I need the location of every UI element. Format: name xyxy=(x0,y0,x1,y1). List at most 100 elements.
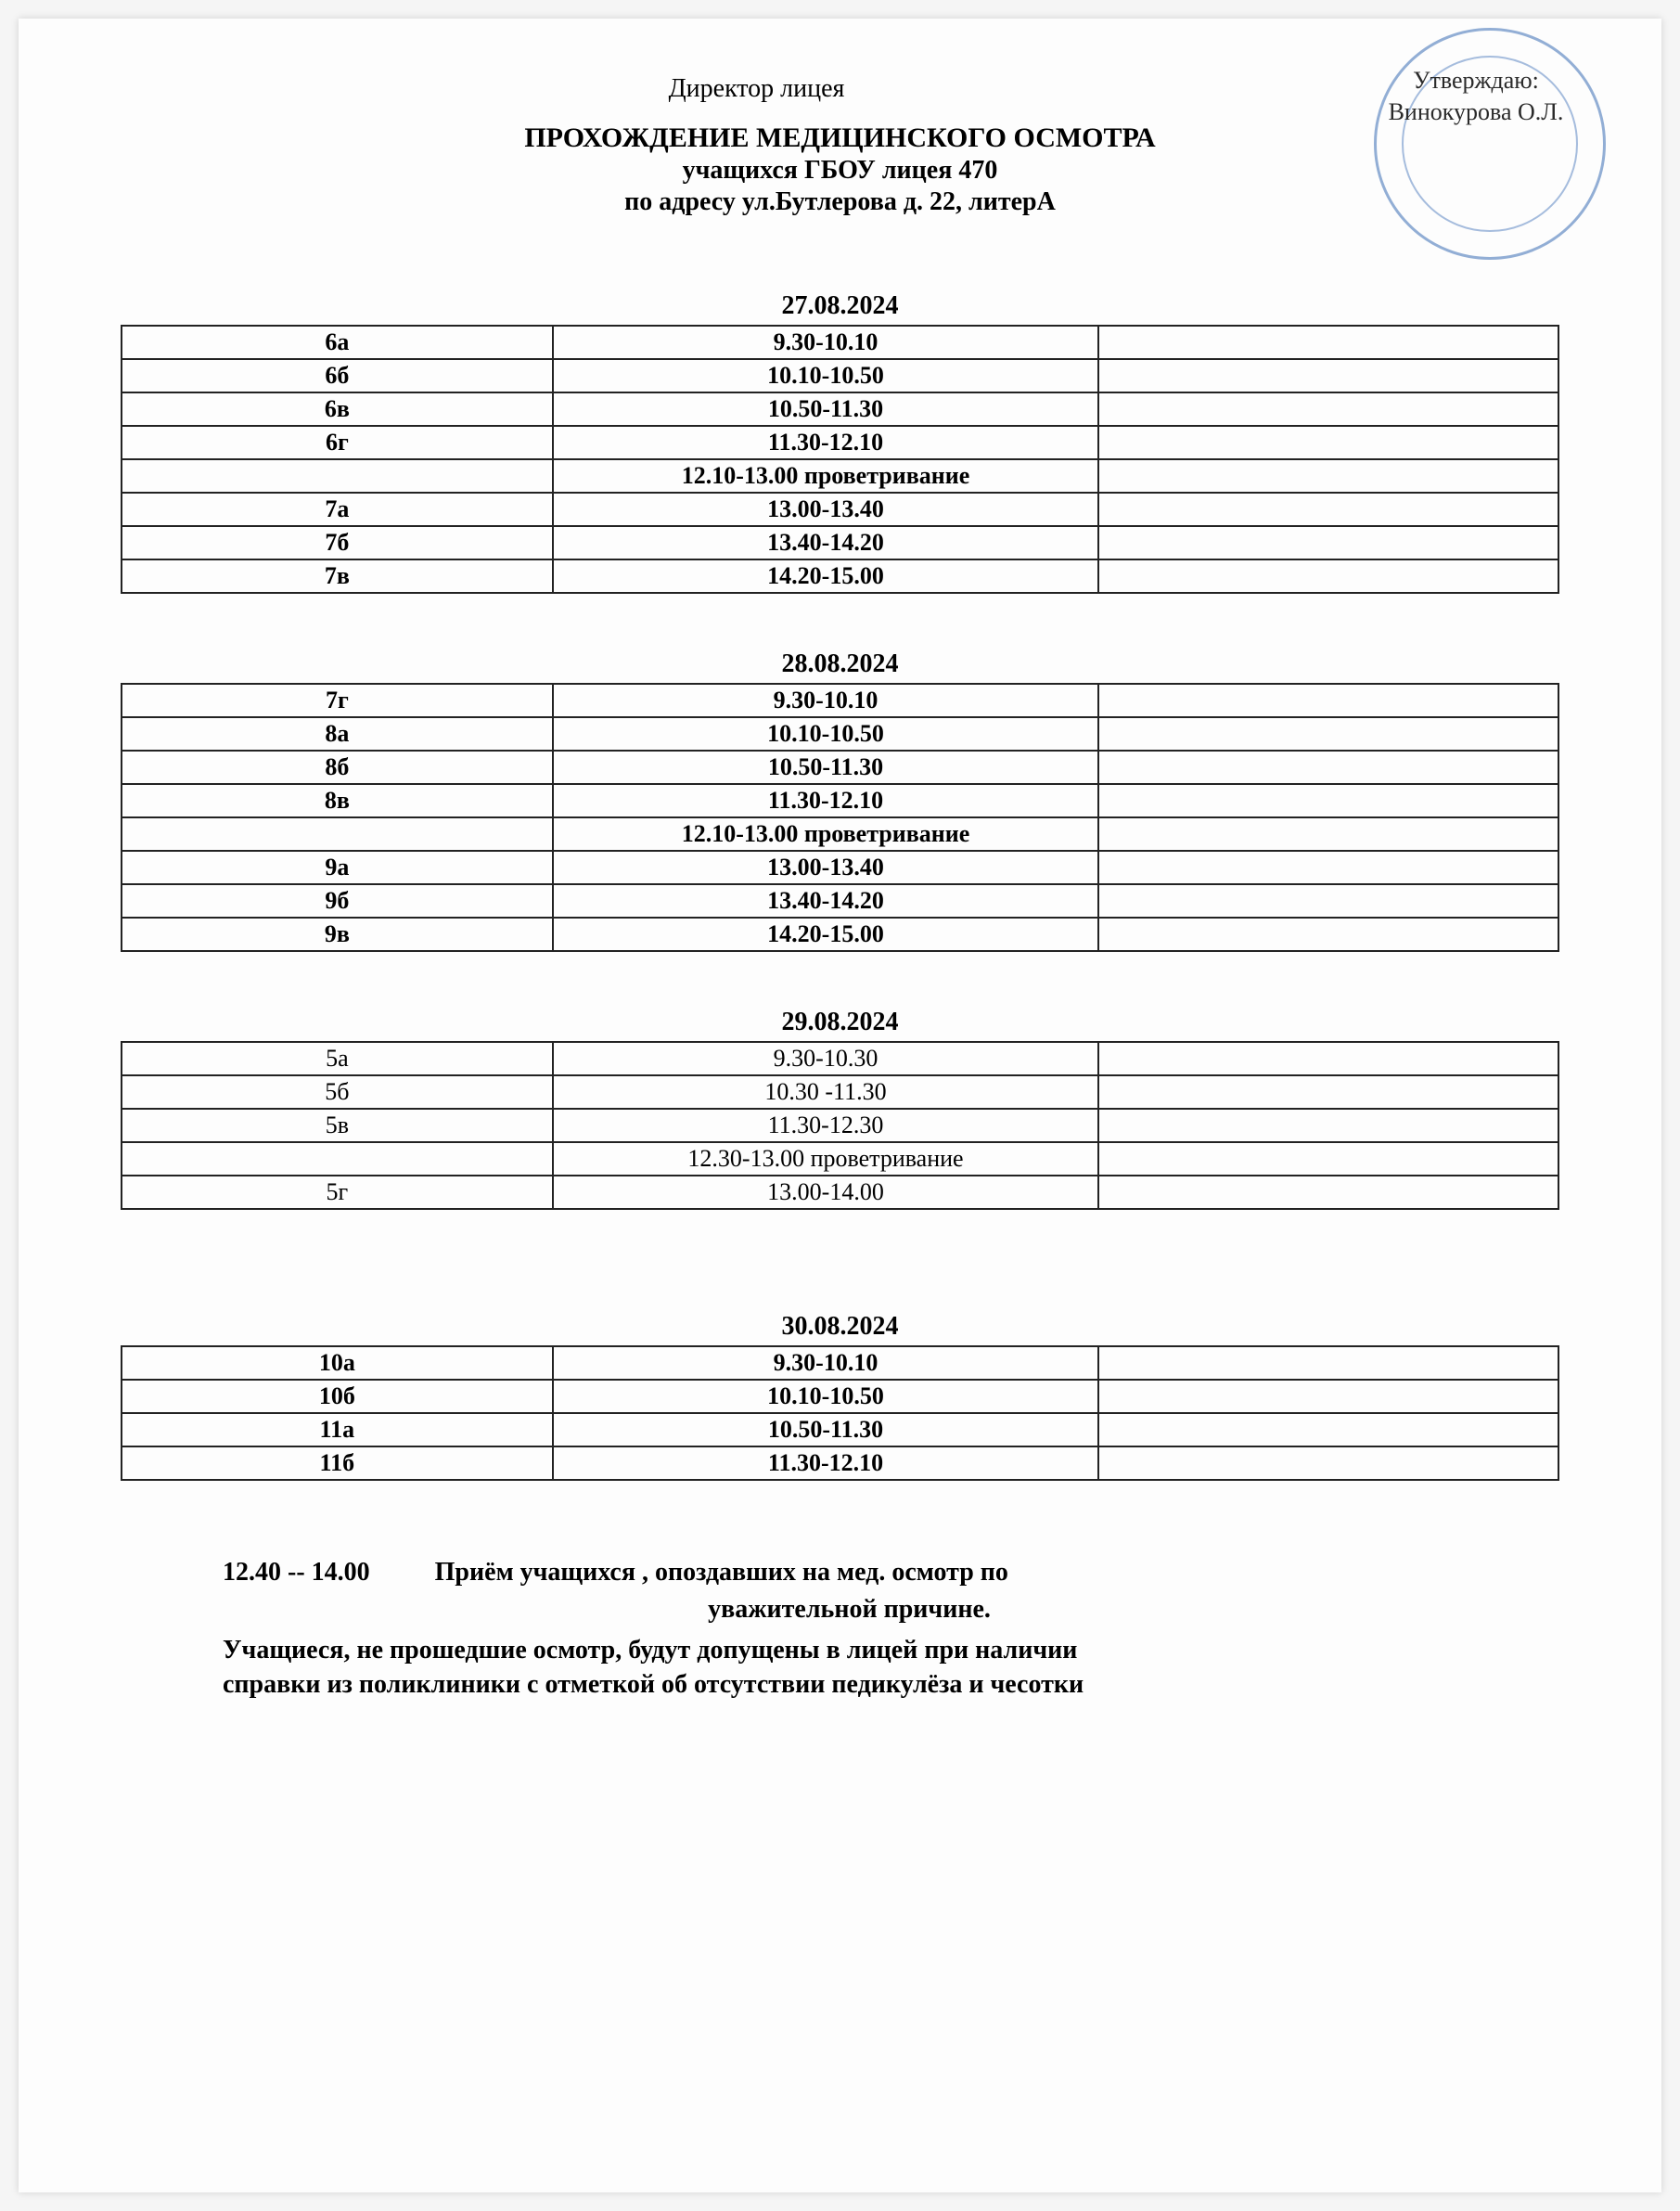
cell-time: 12.10-13.00 проветривание xyxy=(553,459,1099,493)
footer-text-2: уважительной причине. xyxy=(223,1592,1476,1627)
footer-text-1: Приём учащихся , опоздавших на мед. осмо… xyxy=(435,1555,1476,1590)
cell-note xyxy=(1098,1109,1558,1142)
cell-note xyxy=(1098,1413,1558,1446)
footer-notes: 12.40 -- 14.00 Приём учащихся , опоздавш… xyxy=(223,1555,1476,1703)
cell-time: 10.50-11.30 xyxy=(553,751,1099,784)
cell-time: 11.30-12.10 xyxy=(553,784,1099,817)
schedule-block: 30.08.202410а9.30-10.1010б10.10-10.5011а… xyxy=(121,1312,1559,1481)
cell-note xyxy=(1098,526,1558,559)
table-row: 7г9.30-10.10 xyxy=(122,684,1558,717)
cell-note xyxy=(1098,1075,1558,1109)
cell-time: 13.40-14.20 xyxy=(553,526,1099,559)
cell-class: 6в xyxy=(122,392,553,426)
cell-time: 14.20-15.00 xyxy=(553,559,1099,593)
cell-note xyxy=(1098,1176,1558,1209)
table-row: 5б10.30 -11.30 xyxy=(122,1075,1558,1109)
cell-time: 9.30-10.10 xyxy=(553,684,1099,717)
footer-line-1: 12.40 -- 14.00 Приём учащихся , опоздавш… xyxy=(223,1555,1476,1590)
approve-line-1: Утверждаю: xyxy=(1355,65,1597,96)
table-row: 6б10.10-10.50 xyxy=(122,359,1558,392)
schedule-block: 28.08.2024 7г9.30-10.108а10.10-10.508б10.… xyxy=(121,649,1559,952)
cell-time: 10.50-11.30 xyxy=(553,392,1099,426)
schedule-block: 29.08.20245а9.30-10.305б10.30 -11.305в11… xyxy=(121,1008,1559,1210)
cell-class: 5а xyxy=(122,1042,553,1075)
cell-class: 6б xyxy=(122,359,553,392)
table-row: 10а9.30-10.10 xyxy=(122,1346,1558,1380)
table-row: 6г11.30-12.10 xyxy=(122,426,1558,459)
cell-time: 11.30-12.30 xyxy=(553,1109,1099,1142)
cell-time: 10.50-11.30 xyxy=(553,1413,1099,1446)
cell-class: 7г xyxy=(122,684,553,717)
cell-note xyxy=(1098,1346,1558,1380)
cell-class: 8а xyxy=(122,717,553,751)
approve-line-2: Винокурова О.Л. xyxy=(1355,96,1597,128)
cell-class: 9в xyxy=(122,918,553,951)
cell-time: 14.20-15.00 xyxy=(553,918,1099,951)
cell-class: 5в xyxy=(122,1109,553,1142)
cell-class: 7а xyxy=(122,493,553,526)
cell-time: 10.10-10.50 xyxy=(553,359,1099,392)
schedule-table: 10а9.30-10.1010б10.10-10.5011а10.50-11.3… xyxy=(121,1345,1559,1481)
cell-note xyxy=(1098,426,1558,459)
cell-note xyxy=(1098,884,1558,918)
cell-class: 5г xyxy=(122,1176,553,1209)
cell-class: 11а xyxy=(122,1413,553,1446)
cell-class: 5б xyxy=(122,1075,553,1109)
table-row: 8б10.50-11.30 xyxy=(122,751,1558,784)
table-row: 8а10.10-10.50 xyxy=(122,717,1558,751)
cell-class: 11б xyxy=(122,1446,553,1480)
cell-time: 9.30-10.10 xyxy=(553,1346,1099,1380)
cell-time: 9.30-10.10 xyxy=(553,326,1099,359)
cell-note xyxy=(1098,817,1558,851)
cell-note xyxy=(1098,392,1558,426)
cell-time: 13.00-13.40 xyxy=(553,851,1099,884)
cell-class xyxy=(122,817,553,851)
cell-time: 13.00-14.00 xyxy=(553,1176,1099,1209)
cell-note xyxy=(1098,493,1558,526)
cell-time: 12.10-13.00 проветривание xyxy=(553,817,1099,851)
schedule-date: 28.08.2024 xyxy=(121,649,1559,679)
table-row: 7б13.40-14.20 xyxy=(122,526,1558,559)
cell-time: 13.00-13.40 xyxy=(553,493,1099,526)
footer-time-range: 12.40 -- 14.00 xyxy=(223,1555,370,1590)
schedule-date: 27.08.2024 xyxy=(121,291,1559,321)
table-row: 7а13.00-13.40 xyxy=(122,493,1558,526)
cell-note xyxy=(1098,751,1558,784)
table-row: 11а10.50-11.30 xyxy=(122,1413,1558,1446)
table-row: 7в14.20-15.00 xyxy=(122,559,1558,593)
cell-class: 8в xyxy=(122,784,553,817)
cell-note xyxy=(1098,717,1558,751)
footer-text-4: справки из поликлиники с отметкой об отс… xyxy=(223,1667,1476,1703)
cell-class: 9б xyxy=(122,884,553,918)
cell-class: 7в xyxy=(122,559,553,593)
title-sub-2: по адресу ул.Бутлерова д. 22, литерА xyxy=(93,187,1587,217)
title-sub-1: учащихся ГБОУ лицея 470 xyxy=(93,156,1587,186)
schedule-table: 7г9.30-10.108а10.10-10.508б10.50-11.308в… xyxy=(121,683,1559,952)
cell-time: 10.10-10.50 xyxy=(553,1380,1099,1413)
cell-class: 9а xyxy=(122,851,553,884)
table-row: 9а13.00-13.40 xyxy=(122,851,1558,884)
cell-note xyxy=(1098,1446,1558,1480)
cell-note xyxy=(1098,359,1558,392)
approval-text: Утверждаю: Винокурова О.Л. xyxy=(1355,46,1597,128)
schedule-date: 30.08.2024 xyxy=(121,1312,1559,1342)
table-row: 6а9.30-10.10 xyxy=(122,326,1558,359)
cell-time: 9.30-10.30 xyxy=(553,1042,1099,1075)
table-row: 8в11.30-12.10 xyxy=(122,784,1558,817)
cell-note xyxy=(1098,784,1558,817)
footer-text-3: Учащиеся, не прошедшие осмотр, будут доп… xyxy=(223,1633,1476,1668)
cell-class: 6г xyxy=(122,426,553,459)
table-row: 5в11.30-12.30 xyxy=(122,1109,1558,1142)
cell-note xyxy=(1098,326,1558,359)
schedule-table: 5а9.30-10.305б10.30 -11.305в11.30-12.301… xyxy=(121,1041,1559,1210)
cell-class: 10а xyxy=(122,1346,553,1380)
cell-time: 13.40-14.20 xyxy=(553,884,1099,918)
schedule-block: 27.08.2024 6а9.30-10.106б10.10-10.506в10.… xyxy=(121,291,1559,594)
cell-note xyxy=(1098,559,1558,593)
cell-note xyxy=(1098,684,1558,717)
table-row: 10б10.10-10.50 xyxy=(122,1380,1558,1413)
cell-time: 11.30-12.10 xyxy=(553,426,1099,459)
table-row: 11б11.30-12.10 xyxy=(122,1446,1558,1480)
cell-time: 10.10-10.50 xyxy=(553,717,1099,751)
schedule-table: 6а9.30-10.106б10.10-10.506в10.50-11.306г… xyxy=(121,325,1559,594)
